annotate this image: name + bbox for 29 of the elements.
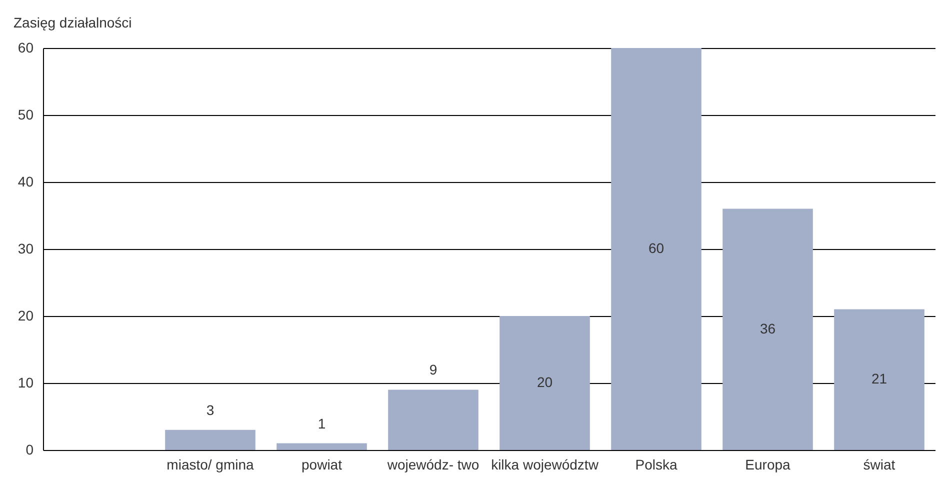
data-label: 20 — [536, 374, 553, 390]
data-label: 36 — [760, 320, 776, 336]
bar — [611, 48, 702, 450]
y-tick-label: 60 — [18, 40, 34, 56]
x-tick-label: powiat — [302, 456, 342, 472]
bar — [834, 309, 924, 450]
x-tick-label: świat — [863, 456, 896, 472]
x-tick-label: kilka województw — [491, 456, 600, 472]
data-label: 9 — [429, 362, 438, 378]
y-tick-label: 20 — [18, 308, 34, 324]
y-tick-label: 0 — [26, 442, 34, 458]
bar — [276, 443, 367, 450]
data-label: 60 — [648, 240, 664, 256]
x-tick-label: wojewódz- two — [386, 456, 480, 472]
data-label: 3 — [206, 402, 214, 418]
x-tick-label: Europa — [745, 456, 791, 472]
y-tick-label: 30 — [18, 240, 34, 256]
y-tick-label: 40 — [18, 174, 34, 190]
y-axis-title: Zasięg działalności — [14, 14, 132, 30]
y-tick-label: 10 — [18, 374, 34, 390]
bar — [165, 430, 256, 450]
data-label: 1 — [318, 415, 326, 432]
bar — [722, 208, 813, 450]
x-tick-label: miasto/ gmina — [166, 456, 254, 472]
bar — [388, 390, 478, 450]
data-label: 21 — [871, 370, 888, 387]
x-tick-label: Polska — [635, 456, 678, 472]
y-tick-label: 50 — [18, 106, 34, 122]
bar — [500, 316, 590, 450]
